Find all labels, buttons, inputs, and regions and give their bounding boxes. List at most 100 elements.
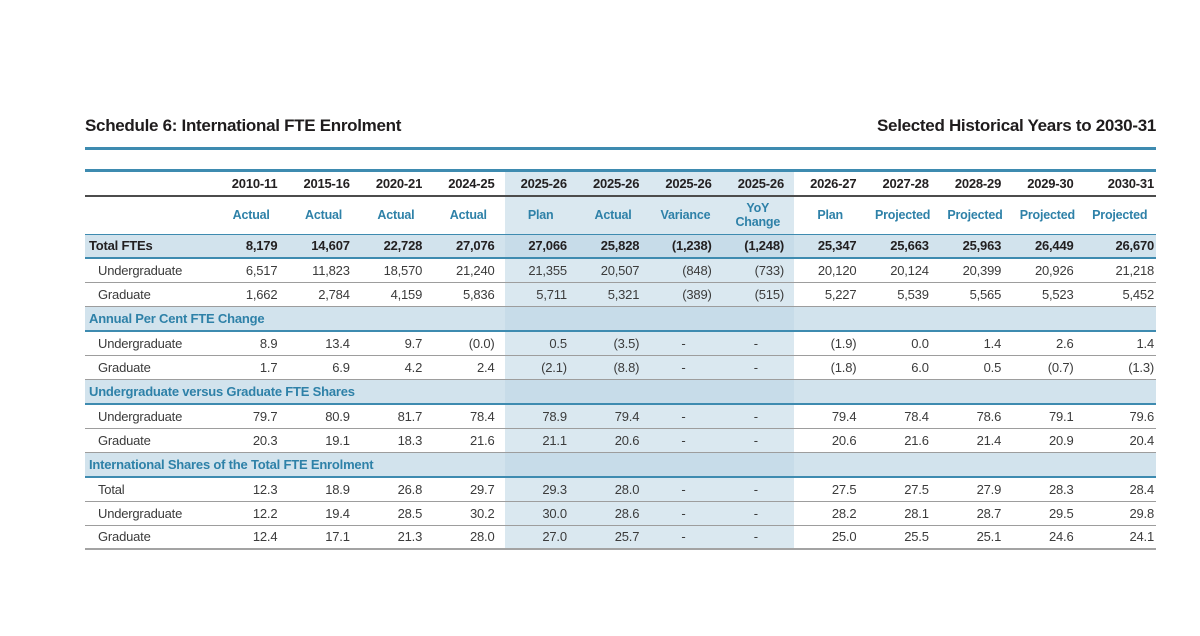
data-cell: (0.0): [432, 331, 505, 356]
year-header-1: 2015-16: [287, 172, 360, 197]
section-fill-cell: [1011, 379, 1084, 405]
data-cell: (1,248): [721, 234, 794, 259]
data-cell: -: [721, 331, 794, 356]
data-cell: 28.3: [1011, 477, 1084, 502]
row-label: Undergraduate: [85, 404, 215, 429]
data-cell: -: [721, 525, 794, 550]
data-cell: 28.0: [576, 477, 650, 502]
data-cell: 12.4: [215, 525, 288, 550]
data-cell: (3.5): [576, 331, 650, 356]
section-fill-cell: [938, 306, 1012, 332]
data-cell: 6.0: [866, 355, 939, 380]
data-cell: 14,607: [287, 234, 360, 259]
section-header-row: Undergraduate versus Graduate FTE Shares: [85, 379, 1156, 405]
data-cell: 20.9: [1011, 428, 1084, 453]
year-header-0: 2010-11: [215, 172, 288, 197]
data-cell: 78.4: [432, 404, 505, 429]
data-cell: 5,711: [504, 282, 577, 307]
data-cell: -: [649, 428, 722, 453]
data-cell: 20,120: [794, 258, 867, 283]
data-cell: 29.7: [432, 477, 505, 502]
section-fill-cell: [1083, 452, 1156, 478]
data-cell: (2.1): [504, 355, 577, 380]
data-cell: 0.5: [938, 355, 1012, 380]
section-fill-cell: [504, 452, 577, 478]
section-fill-cell: [504, 379, 577, 405]
type-header-2: Actual: [359, 196, 433, 235]
data-cell: 20,124: [866, 258, 939, 283]
section-fill-cell: [866, 452, 939, 478]
schedule-document-page: Schedule 6: International FTE Enrolment …: [85, 116, 1156, 550]
data-cell: 12.3: [215, 477, 288, 502]
data-cell: 79.4: [794, 404, 867, 429]
data-cell: 79.6: [1083, 404, 1156, 429]
section-fill-cell: [794, 379, 867, 405]
data-cell: 5,321: [576, 282, 650, 307]
data-cell: -: [721, 404, 794, 429]
data-cell: 1.4: [938, 331, 1012, 356]
data-cell: 1.7: [215, 355, 288, 380]
data-cell: 22,728: [359, 234, 433, 259]
year-header-11: 2029-30: [1011, 172, 1084, 197]
type-header-4: Plan: [504, 196, 577, 235]
section-fill-cell: [1011, 306, 1084, 332]
type-header-3: Actual: [432, 196, 505, 235]
data-cell: -: [649, 501, 722, 526]
section-fill-cell: [1083, 379, 1156, 405]
data-cell: 0.5: [504, 331, 577, 356]
section-fill-cell: [576, 379, 650, 405]
data-cell: 20.4: [1083, 428, 1156, 453]
data-cell: 21.4: [938, 428, 1012, 453]
year-header-empty: [85, 172, 215, 197]
data-cell: 25,663: [866, 234, 939, 259]
table-row-graduate: Graduate 12.4 17.1 21.3 28.0 27.0 25.7- -25.0 25…: [85, 525, 1156, 550]
row-label: Undergraduate: [85, 331, 215, 356]
data-cell: (1.8): [794, 355, 867, 380]
section-title: Undergraduate versus Graduate FTE Shares: [85, 379, 505, 405]
data-cell: 12.2: [215, 501, 288, 526]
section-fill-cell: [504, 306, 577, 332]
table-row-undergraduate: Undergraduate 6,517 11,823 18,570 21,240 21,3…: [85, 258, 1156, 283]
year-header-10: 2028-29: [938, 172, 1012, 197]
data-cell: 5,452: [1083, 282, 1156, 307]
data-cell: 21.1: [504, 428, 577, 453]
type-header-empty: [85, 196, 215, 235]
row-label: Graduate: [85, 525, 215, 550]
year-header-9: 2027-28: [866, 172, 939, 197]
data-cell: 81.7: [359, 404, 433, 429]
data-cell: 28.0: [432, 525, 505, 550]
data-cell: 13.4: [287, 331, 360, 356]
data-cell: (1.3): [1083, 355, 1156, 380]
data-cell: -: [721, 477, 794, 502]
type-header-8: Plan: [794, 196, 867, 235]
data-cell: (8.8): [576, 355, 650, 380]
section-fill-cell: [938, 379, 1012, 405]
row-label: Total FTEs: [85, 234, 215, 259]
type-header-10: Projected: [938, 196, 1012, 235]
section-title: Annual Per Cent FTE Change: [85, 306, 505, 332]
year-header-12: 2030-31: [1083, 172, 1156, 197]
data-cell: 8.9: [215, 331, 288, 356]
data-cell: 8,179: [215, 234, 288, 259]
data-cell: 26,449: [1011, 234, 1084, 259]
data-cell: 78.6: [938, 404, 1012, 429]
data-cell: 18.9: [287, 477, 360, 502]
page-title: Schedule 6: International FTE Enrolment: [85, 116, 402, 135]
data-cell: -: [721, 355, 794, 380]
data-cell: 78.9: [504, 404, 577, 429]
data-cell: 79.4: [576, 404, 650, 429]
table-row-undergraduate: Undergraduate 8.9 13.4 9.7 (0.0) 0.5 (3.5) - - (1…: [85, 331, 1156, 356]
data-cell: 28.6: [576, 501, 650, 526]
section-fill-cell: [649, 306, 722, 332]
row-label: Undergraduate: [85, 258, 215, 283]
section-fill-cell: [721, 452, 794, 478]
year-header-2: 2020-21: [359, 172, 433, 197]
section-fill-cell: [721, 306, 794, 332]
data-cell: 2,784: [287, 282, 360, 307]
section-fill-cell: [1011, 452, 1084, 478]
data-cell: 4,159: [359, 282, 433, 307]
section-header-row: International Shares of the Total FTE En…: [85, 452, 1156, 478]
data-cell: 5,227: [794, 282, 867, 307]
section-fill-cell: [721, 379, 794, 405]
type-header-row: Actual Actual Actual Actual Plan Actual Varian…: [85, 196, 1156, 235]
